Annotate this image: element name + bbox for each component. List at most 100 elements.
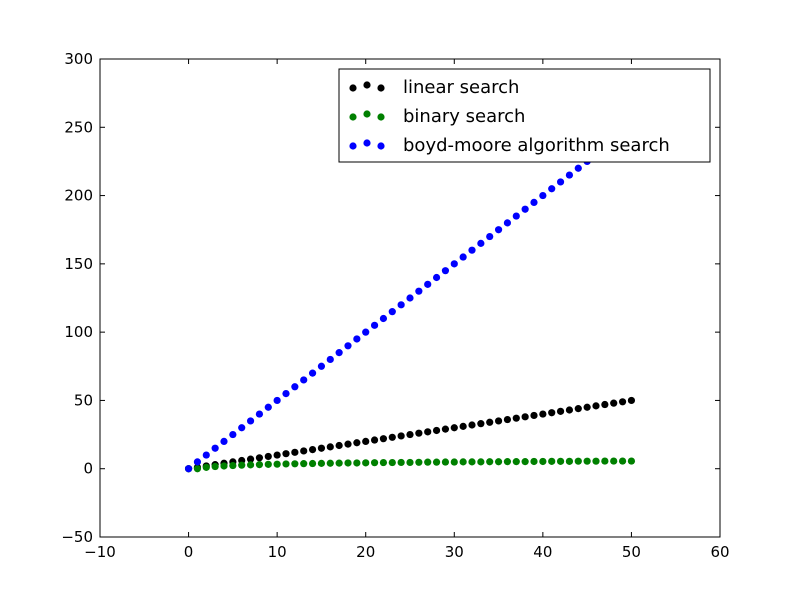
data-point [618,457,627,465]
data-point [282,460,290,468]
data-point [326,459,334,467]
data-point [255,410,264,418]
data-point [494,458,503,466]
data-point [494,226,503,234]
x-tick-label: 40 [533,543,552,561]
data-point [468,458,476,466]
y-tick-label: −50 [61,528,93,546]
data-point [202,451,210,459]
data-point [406,458,414,467]
data-point [592,457,600,465]
data-point [618,398,627,406]
data-point [282,390,290,398]
data-point [211,444,219,452]
data-point [291,383,299,391]
data-point [335,441,343,450]
data-point [450,458,458,466]
data-point [548,457,556,465]
data-point [592,402,600,410]
data-point [503,415,512,424]
data-point [468,421,476,429]
data-point [548,409,556,417]
legend-label: linear search [403,77,519,98]
x-tick-label: 50 [622,543,641,561]
data-point [530,411,538,420]
data-point [246,417,255,425]
data-point [353,459,361,467]
data-point [388,308,396,316]
data-point [362,437,370,445]
data-point [246,461,255,469]
y-tick-label: 0 [83,460,93,478]
data-point [556,407,565,415]
data-point [574,405,582,413]
data-point [379,458,388,467]
data-point [273,460,281,468]
data-point [388,458,396,467]
data-point [574,164,582,172]
data-point [610,399,618,407]
legend-marker [377,84,385,92]
data-point [556,178,565,186]
y-tick-label: 200 [64,187,93,205]
y-tick-label: 250 [64,118,93,136]
legend-marker [349,142,357,150]
data-point [450,424,458,432]
x-tick-label: 20 [356,543,375,561]
data-point [326,355,334,364]
data-point [291,460,299,468]
data-point [441,267,450,275]
data-point [406,294,414,302]
data-point [415,458,423,466]
data-point [184,465,193,473]
legend-marker [363,110,371,118]
data-point [388,433,396,441]
data-point [601,400,609,409]
data-point [273,451,281,459]
data-point [193,458,202,466]
data-point [344,440,352,448]
data-point [530,457,538,466]
data-point [441,458,450,466]
data-point [238,424,246,432]
data-point [477,458,485,466]
legend: linear search binary search boyd-moore alg… [338,68,711,163]
data-point [326,443,334,451]
data-point [583,457,591,465]
data-point [459,253,467,261]
data-point [627,457,636,465]
data-point [503,458,512,466]
data-point [486,232,494,241]
data-point [565,406,574,414]
data-point [432,458,441,466]
plot-frame [99,58,721,538]
data-point [521,458,529,466]
data-point [601,457,609,465]
data-point [300,376,308,384]
data-point [246,455,255,463]
data-point [317,444,326,452]
data-point [193,465,202,473]
data-point [238,461,246,469]
data-point [459,458,467,466]
data-point [459,422,467,430]
data-point [610,457,618,465]
data-point [362,459,370,467]
data-point [220,437,228,445]
data-point [344,342,352,350]
y-tick-label: 50 [74,391,93,409]
data-point [379,435,388,443]
data-point [486,418,494,426]
legend-marker [349,113,357,121]
data-point [264,452,272,461]
data-point [415,287,423,295]
data-point [565,457,574,465]
data-point [317,459,326,467]
data-point [344,459,352,467]
data-point [255,461,264,469]
data-point [308,369,317,377]
data-point [370,436,379,444]
data-point [424,428,432,436]
legend-label: binary search [403,106,525,127]
